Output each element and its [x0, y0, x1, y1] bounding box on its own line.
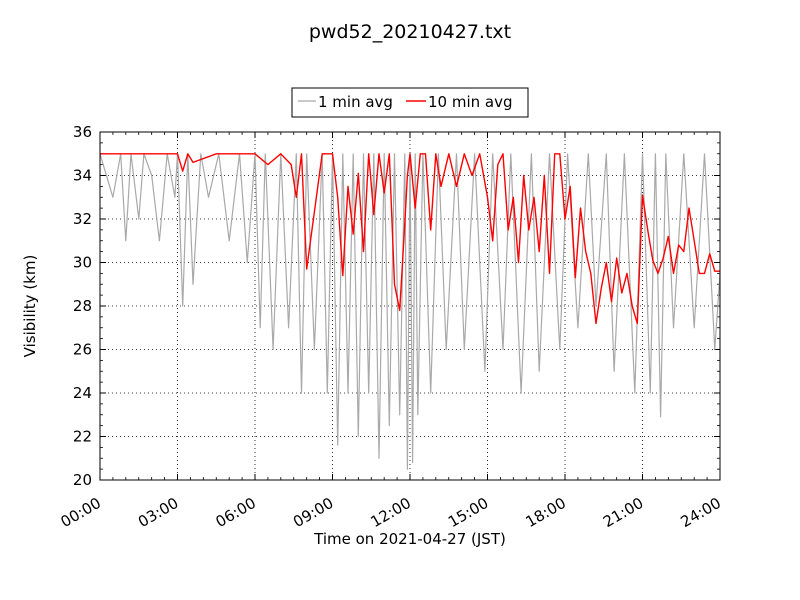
- x-tick-label: 18:00: [523, 494, 569, 531]
- x-tick-label: 15:00: [445, 494, 491, 531]
- chart-title: pwd52_20210427.txt: [309, 21, 511, 43]
- series-1-min-avg: [99, 153, 721, 470]
- x-tick-label: 00:00: [58, 494, 104, 531]
- x-tick-label: 09:00: [290, 494, 336, 531]
- y-tick-label: 24: [73, 384, 92, 402]
- series-line: [99, 153, 721, 470]
- y-tick-label: 22: [73, 428, 92, 446]
- legend-label-10-min-avg: 10 min avg: [428, 93, 513, 111]
- x-tick-label: 21:00: [600, 494, 646, 531]
- y-tick-label: 32: [73, 210, 92, 228]
- plot-frame: [99, 131, 721, 481]
- y-tick-label: 28: [73, 297, 92, 315]
- y-tick-label: 34: [73, 167, 92, 185]
- legend-box: [291, 87, 529, 118]
- x-axis-label: Time on 2021-04-27 (JST): [313, 530, 506, 548]
- series-10-min-avg: [100, 153, 720, 325]
- y-tick-label: 26: [73, 341, 92, 359]
- y-axis: 20 22 24 26 28 30 32 34 36: [73, 123, 720, 489]
- x-tick-label: 24:00: [678, 494, 724, 531]
- y-tick-label: 30: [73, 254, 92, 272]
- y-axis-label: Visibility (km): [21, 255, 39, 358]
- legend: 1 min avg 10 min avg: [291, 87, 529, 118]
- x-tick-label: 12:00: [368, 494, 414, 531]
- series-line: [100, 153, 720, 325]
- legend-label-1-min-avg: 1 min avg: [318, 93, 393, 111]
- x-tick-label: 03:00: [135, 494, 181, 531]
- x-tick-label: 06:00: [213, 494, 259, 531]
- y-tick-label: 20: [73, 471, 92, 489]
- y-tick-label: 36: [73, 123, 92, 141]
